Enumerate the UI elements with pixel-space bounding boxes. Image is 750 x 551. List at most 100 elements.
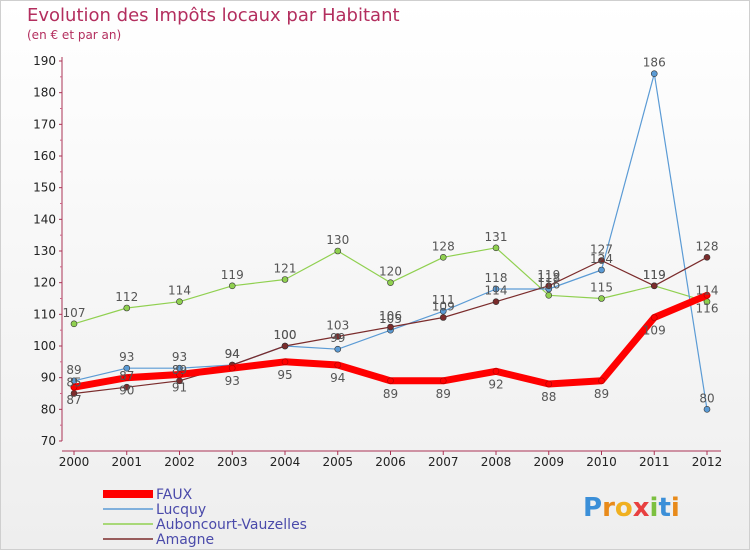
data-label-faux: 95 <box>277 368 292 382</box>
y-tick-label-170: 170 <box>33 117 56 131</box>
data-label-auboncourt-vauzelles: 121 <box>274 262 297 276</box>
data-label-amagne: 85 <box>66 376 81 390</box>
x-tick-label-2009: 2009 <box>533 455 564 469</box>
data-point-lucquy <box>703 406 711 413</box>
data-point-amagne <box>703 254 711 261</box>
data-point-auboncourt-vauzelles <box>123 304 131 312</box>
data-point-auboncourt-vauzelles <box>387 279 394 286</box>
data-label-faux: 109 <box>643 324 666 338</box>
y-tick-label-120: 120 <box>33 276 56 290</box>
data-label-amagne: 119 <box>643 268 666 282</box>
legend-label-amagne: Amagne <box>156 532 214 548</box>
data-label-auboncourt-vauzelles: 131 <box>485 230 508 244</box>
data-label-faux: 89 <box>436 387 451 401</box>
data-label-lucquy: 94 <box>225 347 240 361</box>
data-label-auboncourt-vauzelles: 119 <box>221 268 244 282</box>
data-label-lucquy: 93 <box>172 350 187 364</box>
data-point-lucquy <box>123 364 131 372</box>
data-point-amagne <box>545 282 553 290</box>
data-label-auboncourt-vauzelles: 114 <box>696 284 719 298</box>
data-label-auboncourt-vauzelles: 128 <box>432 239 455 253</box>
series-faux <box>70 291 711 391</box>
data-point-auboncourt-vauzelles <box>176 298 183 305</box>
logo-letter: i <box>671 493 680 523</box>
proxiti-logo-text: Proxiti <box>583 493 680 523</box>
data-point-faux <box>650 314 658 321</box>
data-label-auboncourt-vauzelles: 116 <box>537 277 560 291</box>
data-point-faux <box>492 368 500 375</box>
data-point-faux <box>439 377 447 385</box>
chart-axes: 70 80 90 100 110 120 130 140 150 160 170 180 190 2000… <box>33 54 722 469</box>
series-amagne <box>70 254 711 397</box>
chart-subtitle: (en € et par an) <box>27 28 122 42</box>
y-tick-label-70: 70 <box>41 434 56 448</box>
data-label-lucquy: 118 <box>537 271 560 285</box>
data-label-amagne: 87 <box>119 369 134 383</box>
data-point-amagne <box>334 333 342 340</box>
y-tick-label-80: 80 <box>41 402 56 416</box>
legend-label-auboncourt-vauzelles: Auboncourt-Vauzelles <box>156 517 307 533</box>
data-label-amagne: 128 <box>696 239 719 253</box>
x-tick-label-2000: 2000 <box>59 455 90 469</box>
x-tick-label-2008: 2008 <box>481 455 512 469</box>
data-label-faux: 94 <box>330 371 345 385</box>
x-tick-label-2001: 2001 <box>111 455 142 469</box>
y-tick-label-190: 190 <box>33 54 56 68</box>
data-point-auboncourt-vauzelles <box>70 320 78 328</box>
data-point-faux <box>228 364 236 372</box>
y-tick-label-180: 180 <box>33 86 56 100</box>
data-label-faux: 92 <box>488 377 503 391</box>
y-tick-label-130: 130 <box>33 244 56 258</box>
x-tick-label-2007: 2007 <box>428 455 459 469</box>
data-label-auboncourt-vauzelles: 107 <box>63 306 86 320</box>
logo-letter: i <box>650 493 659 523</box>
data-point-amagne <box>387 323 394 331</box>
data-label-lucquy: 93 <box>119 350 134 364</box>
data-label-lucquy: 89 <box>66 363 81 377</box>
data-point-auboncourt-vauzelles <box>228 282 236 290</box>
y-tick-label-150: 150 <box>33 181 56 195</box>
data-label-faux: 91 <box>172 381 187 395</box>
data-point-faux <box>176 371 183 378</box>
data-point-faux <box>545 380 553 388</box>
data-point-amagne <box>492 298 500 305</box>
x-tick-label-2006: 2006 <box>375 455 406 469</box>
x-tick-label-2004: 2004 <box>270 455 301 469</box>
data-point-lucquy <box>650 70 658 77</box>
x-tick-label-2002: 2002 <box>164 455 195 469</box>
proxiti-logo: Proxiti <box>583 493 680 523</box>
logo-letter: o <box>615 493 633 523</box>
data-label-faux: 89 <box>594 387 609 401</box>
data-label-amagne: 109 <box>432 300 455 314</box>
series-line-lucquy <box>73 73 708 410</box>
data-point-amagne <box>281 342 289 350</box>
data-label-amagne: 103 <box>326 319 349 333</box>
data-point-faux <box>387 377 394 385</box>
data-label-faux: 88 <box>541 390 556 404</box>
y-tick-label-140: 140 <box>33 212 56 226</box>
data-label-amagne: 100 <box>274 328 297 342</box>
legend-label-lucquy: Lucquy <box>156 502 206 518</box>
y-tick-label-100: 100 <box>33 339 56 353</box>
chart-title: Evolution des Impôts locaux par Habitant <box>27 5 400 26</box>
data-label-lucquy: 118 <box>485 271 508 285</box>
logo-letter: P <box>583 493 602 523</box>
data-label-faux: 116 <box>696 301 719 315</box>
data-label-faux: 87 <box>66 393 81 407</box>
data-point-faux <box>123 374 131 381</box>
data-label-lucquy: 100 <box>274 328 297 342</box>
data-label-auboncourt-vauzelles: 115 <box>590 281 613 295</box>
data-point-faux <box>703 292 711 299</box>
data-point-amagne <box>598 257 605 264</box>
data-label-auboncourt-vauzelles: 119 <box>643 268 666 282</box>
data-label-amagne: 119 <box>537 268 560 282</box>
data-label-faux: 93 <box>225 374 240 388</box>
y-tick-label-110: 110 <box>33 307 56 321</box>
data-point-lucquy <box>439 307 447 315</box>
data-label-auboncourt-vauzelles: 112 <box>115 290 138 304</box>
data-point-faux <box>598 377 605 385</box>
logo-letter: t <box>658 493 670 523</box>
data-label-amagne: 127 <box>590 243 613 257</box>
